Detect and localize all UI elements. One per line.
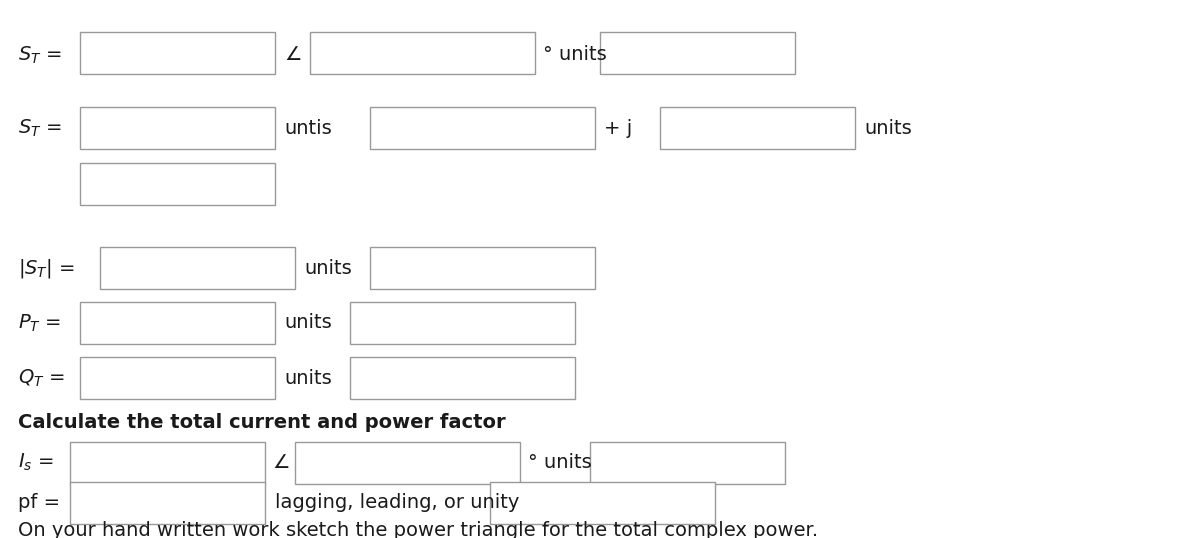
FancyBboxPatch shape — [600, 32, 796, 74]
FancyBboxPatch shape — [350, 302, 575, 344]
Text: $Q_T$ =: $Q_T$ = — [18, 367, 65, 388]
Text: ° units: ° units — [542, 46, 607, 65]
Text: untis: untis — [284, 118, 331, 138]
FancyBboxPatch shape — [590, 442, 785, 484]
Text: ° units: ° units — [528, 452, 592, 471]
FancyBboxPatch shape — [370, 107, 595, 149]
FancyBboxPatch shape — [100, 247, 295, 289]
FancyBboxPatch shape — [80, 163, 275, 205]
Text: $|S_T|$ =: $|S_T|$ = — [18, 257, 74, 280]
Text: $S_T$ =: $S_T$ = — [18, 44, 62, 66]
Text: units: units — [284, 314, 331, 332]
FancyBboxPatch shape — [80, 357, 275, 399]
Text: ∠: ∠ — [284, 46, 301, 65]
Text: units: units — [864, 118, 912, 138]
Text: Calculate the total current and power factor: Calculate the total current and power fa… — [18, 414, 505, 433]
FancyBboxPatch shape — [295, 442, 520, 484]
Text: units: units — [284, 369, 331, 387]
Text: $P_T$ =: $P_T$ = — [18, 313, 61, 334]
FancyBboxPatch shape — [70, 442, 265, 484]
FancyBboxPatch shape — [490, 482, 715, 524]
FancyBboxPatch shape — [370, 247, 595, 289]
FancyBboxPatch shape — [70, 482, 265, 524]
Text: + j: + j — [604, 118, 632, 138]
FancyBboxPatch shape — [80, 107, 275, 149]
FancyBboxPatch shape — [660, 107, 854, 149]
Text: $S_T$ =: $S_T$ = — [18, 117, 62, 139]
Text: On your hand written work sketch the power triangle for the total complex power.: On your hand written work sketch the pow… — [18, 520, 818, 538]
FancyBboxPatch shape — [350, 357, 575, 399]
Text: pf =: pf = — [18, 492, 60, 512]
Text: lagging, leading, or unity: lagging, leading, or unity — [275, 492, 520, 512]
FancyBboxPatch shape — [80, 302, 275, 344]
Text: $I_s$ =: $I_s$ = — [18, 451, 54, 473]
FancyBboxPatch shape — [80, 32, 275, 74]
Text: units: units — [304, 258, 352, 278]
FancyBboxPatch shape — [310, 32, 535, 74]
Text: ∠: ∠ — [272, 452, 289, 471]
